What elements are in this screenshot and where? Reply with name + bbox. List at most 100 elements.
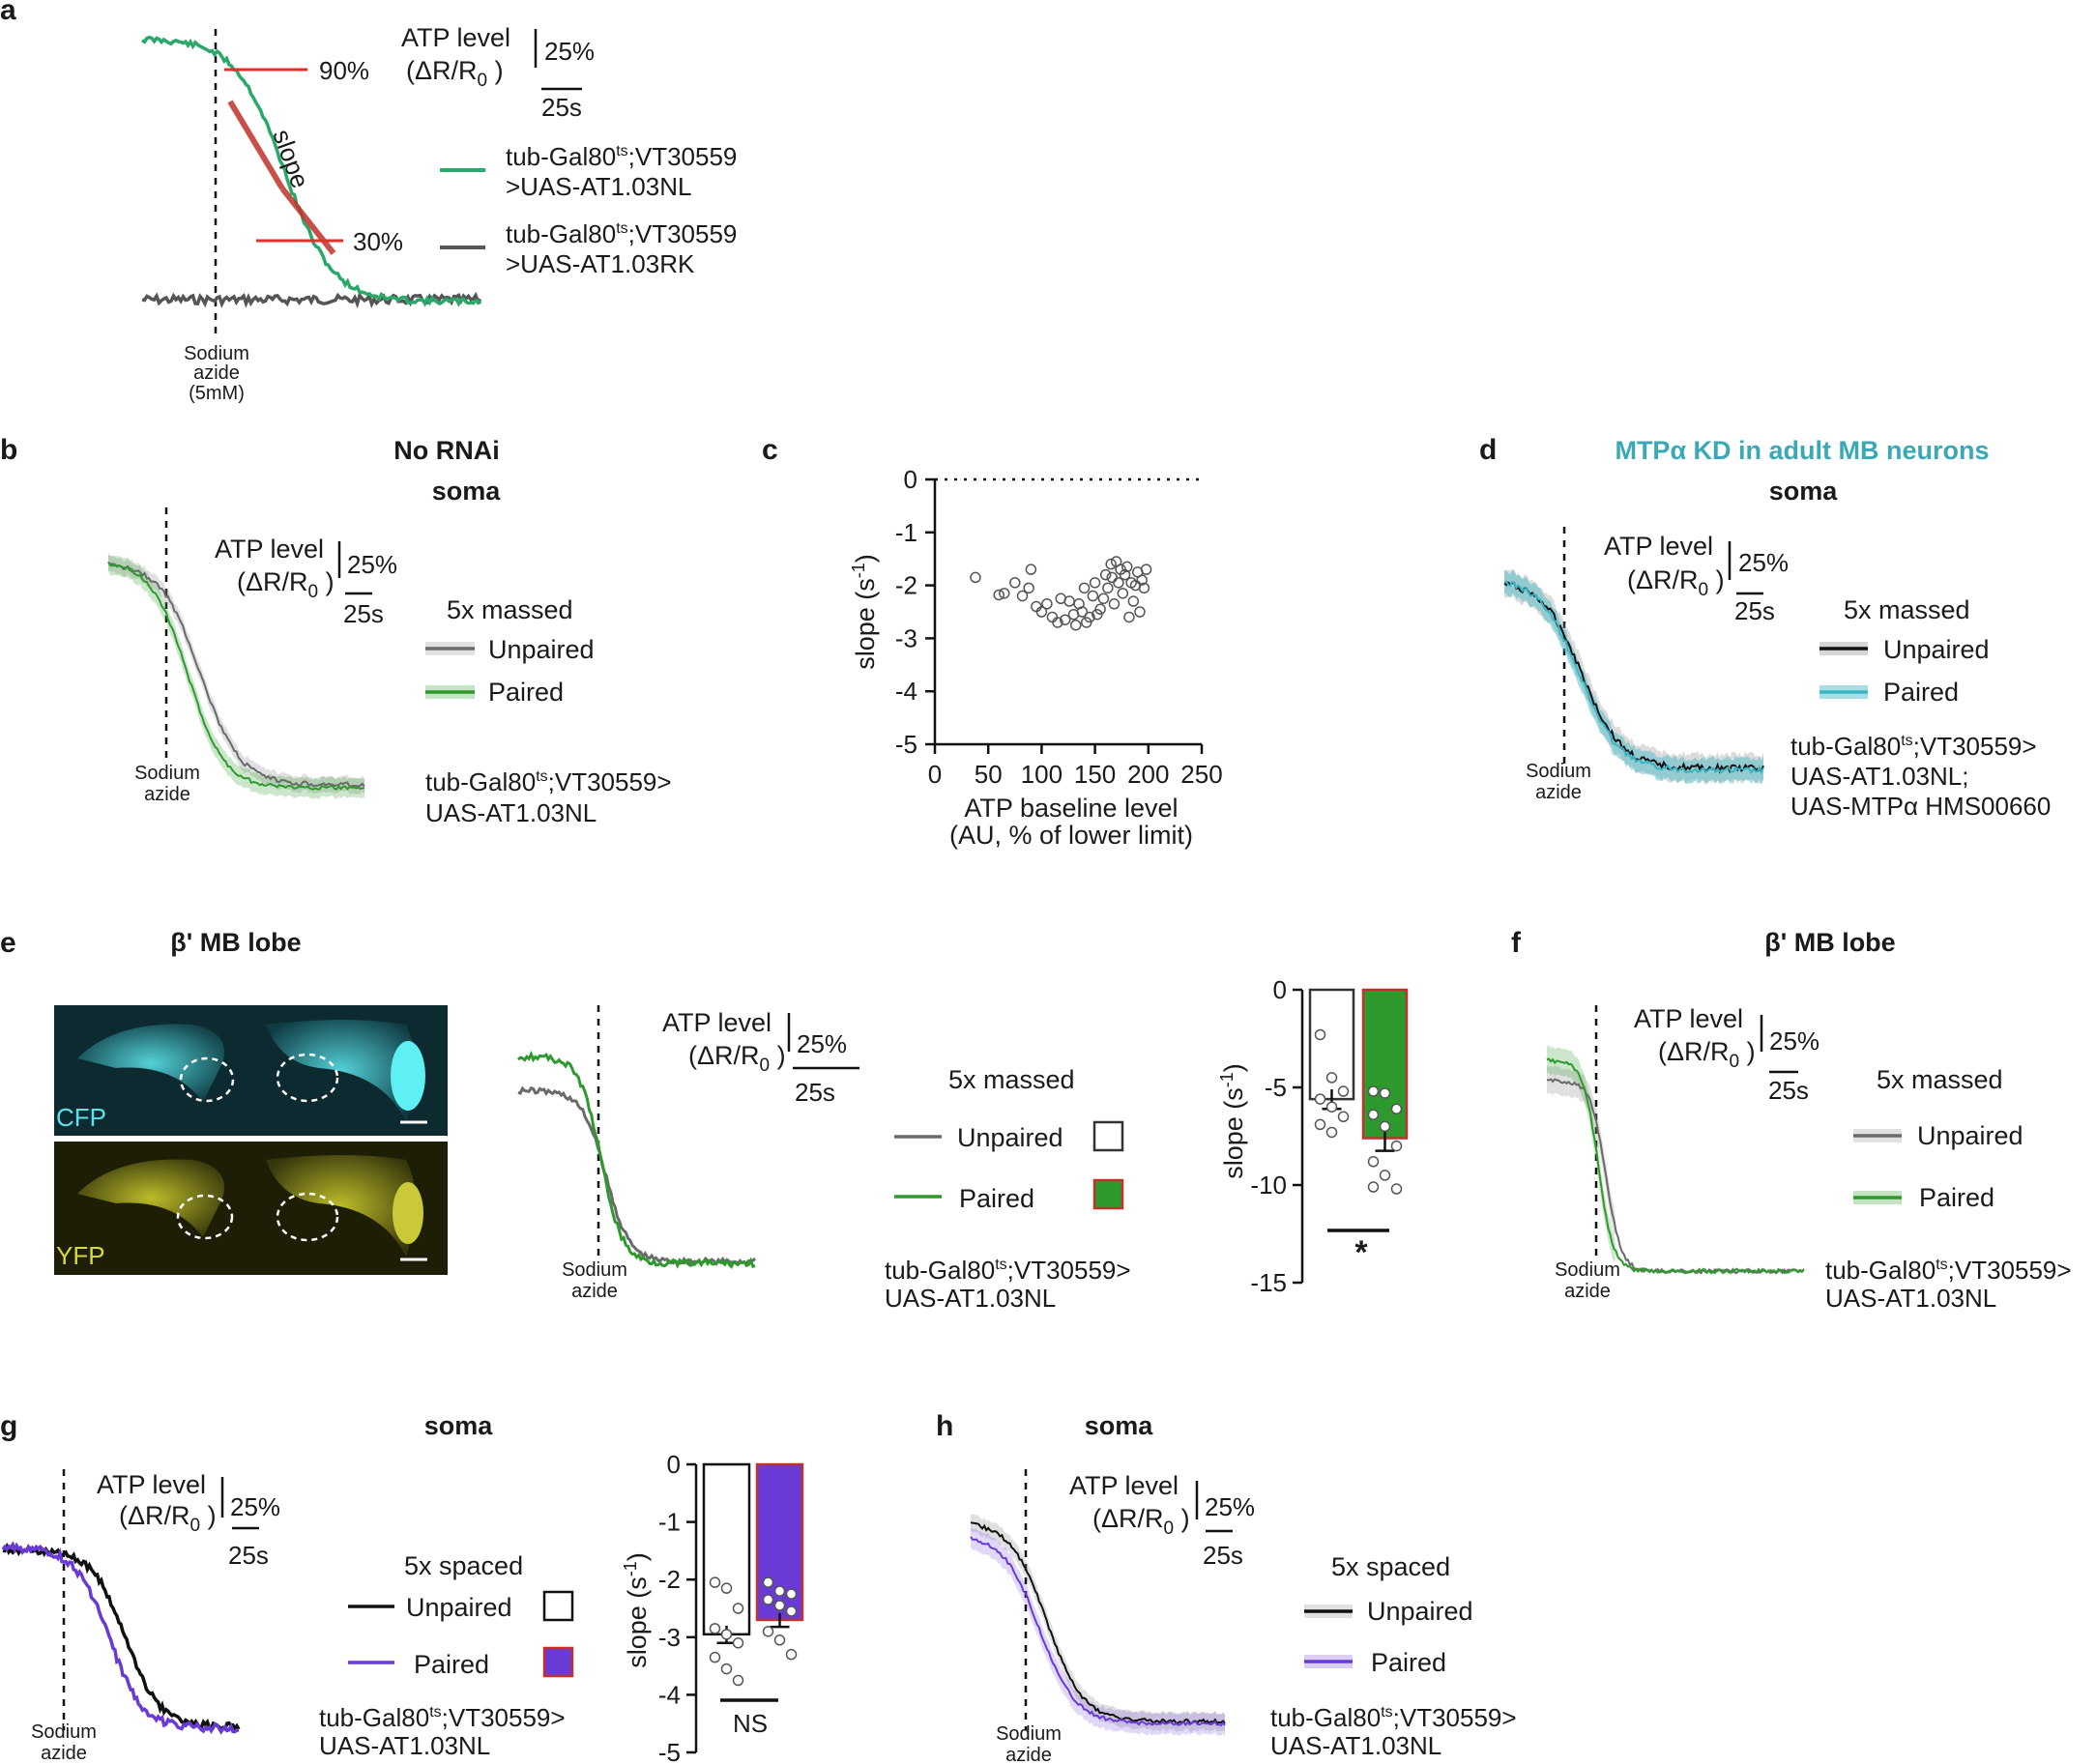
- bar-data-point: [773, 1600, 786, 1611]
- bar-data-point: [1390, 1140, 1403, 1152]
- scatter-point: [1113, 577, 1124, 589]
- bar-y-axis-label: slope (s-1): [1217, 1063, 1248, 1179]
- bar-data-point: [762, 1576, 774, 1588]
- slope-fit-line: [227, 100, 285, 190]
- scatter-point: [1123, 611, 1135, 623]
- panel-d: MTPα KD in adult MB neurons soma ATP lev…: [1503, 436, 2051, 821]
- scatter-point: [1089, 577, 1101, 589]
- scale-y-label: 25%: [1769, 1027, 1819, 1056]
- panel-label-e: e: [0, 927, 16, 959]
- panel-label-a: a: [0, 0, 16, 26]
- genotype-line2: UAS-AT1.03NL: [319, 1731, 490, 1760]
- trace-paired: [107, 561, 365, 791]
- x-tick-label: 150: [1074, 760, 1116, 789]
- scale-y-label: 25%: [347, 550, 397, 579]
- genotype-line2: UAS-AT1.03NL: [1825, 1284, 1996, 1313]
- genotype-line3: UAS-MTPα HMS00660: [1790, 792, 2051, 821]
- scatter-point: [1094, 603, 1106, 616]
- bar-data-point: [1314, 1118, 1326, 1131]
- panel-h: soma ATP level (ΔR/R0 ) 25% 25s 5x space…: [970, 1411, 1517, 1764]
- protocol-label: 5x spaced: [404, 1551, 523, 1580]
- stim-label-line1: Sodium: [134, 763, 200, 784]
- panel-label-b: b: [0, 434, 17, 466]
- y-tick-label: -5: [895, 730, 917, 759]
- scatter-point: [1063, 595, 1075, 607]
- y-tick-label: -2: [895, 571, 917, 600]
- genotype-line1: tub-Gal80ts;VT30559>: [1825, 1256, 2072, 1285]
- x-axis-label-line2: (AU, % of lower limit): [949, 821, 1193, 850]
- genotype-line2: UAS-AT1.03NL;: [1790, 762, 1968, 791]
- stim-label-line2: azide: [41, 1743, 87, 1764]
- scale-y-label: 25%: [797, 1029, 847, 1058]
- roi-left-yfp: [176, 1194, 234, 1240]
- genotype-line1: tub-Gal80ts;VT30559>: [425, 767, 672, 796]
- scatter-point: [999, 588, 1010, 599]
- protocol-label: 5x massed: [1844, 595, 1970, 624]
- stim-label-line2: azide: [1005, 1745, 1052, 1764]
- scale-x-label: 25s: [1203, 1541, 1243, 1570]
- yfp-lobe-right: [266, 1155, 416, 1257]
- panel-b-subtitle: soma: [432, 477, 502, 506]
- bar-data-point: [1379, 1120, 1391, 1133]
- bar-y-tick-label: -4: [658, 1680, 681, 1709]
- bar-data-point: [1367, 1109, 1380, 1121]
- yfp-lobe-left: [77, 1159, 224, 1237]
- bar-data-point: [1390, 1183, 1403, 1195]
- scale-x-label: 25s: [541, 93, 582, 122]
- genotype-line1: tub-Gal80ts;VT30559>: [1270, 1703, 1517, 1732]
- legend-bar-paired: [542, 1646, 574, 1678]
- scatter-point: [1138, 582, 1150, 594]
- bar-data-point: [732, 1674, 744, 1687]
- bar-data-point: [1325, 1126, 1338, 1139]
- bar-data-point: [732, 1603, 744, 1614]
- legend-unpaired: Unpaired: [957, 1123, 1063, 1152]
- panel-d-subtitle: soma: [1769, 477, 1839, 506]
- bar-data-point: [1367, 1156, 1380, 1168]
- legend-unpaired: Unpaired: [1367, 1597, 1473, 1626]
- stim-label-line1: Sodium: [184, 343, 249, 364]
- scatter-point: [1059, 614, 1071, 625]
- scatter-point: [1119, 568, 1131, 581]
- ylabel-line1: ATP level: [1634, 1004, 1743, 1033]
- level-90-label: 90%: [319, 56, 369, 85]
- bar-y-tick-label: -1: [658, 1508, 681, 1537]
- bar-y-tick-label: -2: [658, 1565, 681, 1594]
- legend-unpaired: Unpaired: [488, 635, 595, 664]
- ylabel-line2: (ΔR/R0 ): [119, 1501, 217, 1536]
- bar-data-point: [720, 1629, 733, 1640]
- trace-unpaired: [2, 1542, 241, 1732]
- panel-label-c: c: [762, 434, 778, 466]
- yfp-label: YFP: [56, 1241, 105, 1270]
- band-paired: [108, 552, 364, 799]
- ylabel-line2: (ΔR/R0 ): [1627, 565, 1725, 600]
- stim-label-line1: Sodium: [562, 1259, 627, 1281]
- scatter-point: [1069, 619, 1082, 631]
- scale-x-label: 25s: [1768, 1076, 1809, 1105]
- legend-unpaired: Unpaired: [406, 1593, 512, 1622]
- yfp-bright-spot: [393, 1182, 423, 1244]
- stim-label-line3: (5mM): [189, 383, 245, 404]
- scatter-point: [1031, 600, 1042, 613]
- trace-paired: [970, 1536, 1226, 1727]
- bar-data-point: [1337, 1111, 1350, 1123]
- bar-chart-g: 0 -1 -2 -3 -4 -5: [658, 1450, 804, 1764]
- bar-data-point: [1314, 1093, 1326, 1105]
- slope-fit-line-lower: [279, 187, 336, 255]
- scatter-point: [1102, 582, 1114, 594]
- ylabel-line2: (ΔR/R0 ): [406, 56, 504, 91]
- bar-data-point: [762, 1626, 774, 1637]
- y-tick-label: -3: [895, 623, 917, 652]
- x-tick-label: 200: [1127, 760, 1169, 789]
- panel-label-g: g: [0, 1410, 17, 1442]
- stim-label-line2: azide: [1564, 1281, 1611, 1302]
- bar-data-point: [1337, 1085, 1350, 1097]
- panel-f: β' MB lobe ATP level (ΔR/R0 ) 25% 25s 5x…: [1546, 928, 2072, 1313]
- panel-a: 90% 30% slope ATP level (ΔR/R0 ) 25% 25s…: [141, 23, 737, 404]
- bar-data-point: [785, 1605, 798, 1617]
- genotype-line2: UAS-AT1.03NL: [425, 798, 597, 827]
- scatter-point: [970, 571, 981, 584]
- genotype-line1: tub-Gal80ts;VT30559>: [1790, 732, 2037, 761]
- legend-paired: Paired: [414, 1650, 489, 1679]
- stim-label-line1: Sodium: [996, 1723, 1062, 1745]
- scatter-point: [1084, 611, 1095, 623]
